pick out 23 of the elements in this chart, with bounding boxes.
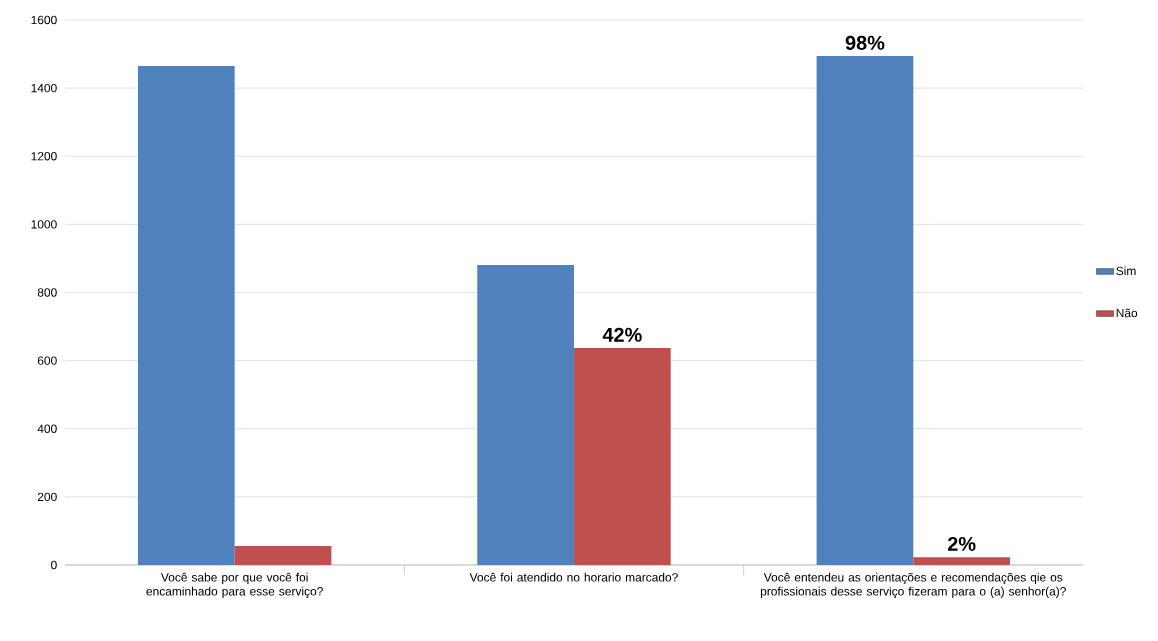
bar <box>477 264 574 565</box>
annotation: 98% <box>845 35 885 50</box>
y-tick-label: 600 <box>37 356 57 365</box>
legend-label: Não <box>1116 308 1138 318</box>
x-tick-label: Você foi atendido no horario marcado? <box>469 572 678 582</box>
bar <box>913 557 1011 565</box>
y-tick-label: 1600 <box>31 15 57 25</box>
y-tick-label: 0 <box>51 560 57 570</box>
x-tick-label: Você sabe por que você foi encaminhado para esse serviço? <box>146 572 323 598</box>
y-tick-label: 1000 <box>31 220 57 229</box>
y-tick-label: 1200 <box>31 152 57 161</box>
y-tick-label: 400 <box>37 424 57 433</box>
y-tick-label: 1400 <box>31 83 57 93</box>
legend-label: Sim <box>1116 266 1136 276</box>
y-tick-label: 200 <box>37 492 57 502</box>
bar <box>816 56 914 565</box>
bar <box>137 65 235 565</box>
y-tick-label: 800 <box>37 288 57 297</box>
annotation: 2% <box>947 536 976 551</box>
x-tick-label: Você entendeu as orientações e recomendações qie os profissionais desse serviço fizeram para o (a) senhor(a)? <box>760 572 1066 598</box>
bar <box>234 545 332 565</box>
annotation: 42% <box>602 327 642 342</box>
bar <box>573 348 671 565</box>
